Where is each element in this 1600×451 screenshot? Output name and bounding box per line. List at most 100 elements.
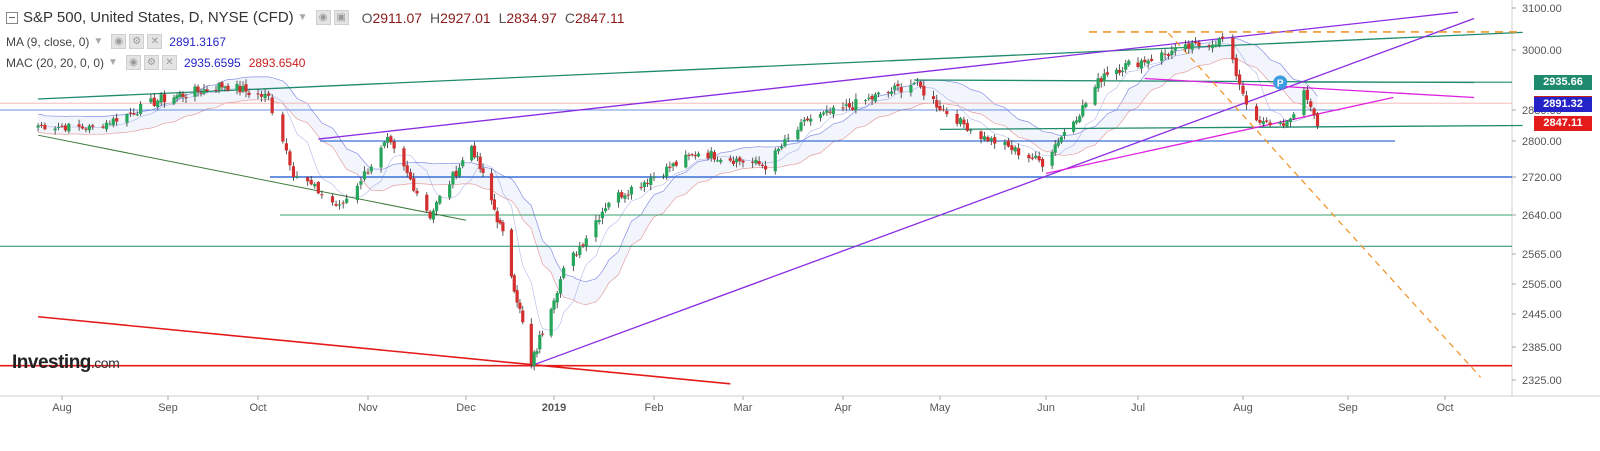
candle-body [873,94,877,102]
time-tick-label: Feb [645,402,664,414]
candle-body [645,182,650,184]
close-icon[interactable]: ✕ [161,55,177,70]
close-value: 2847.11 [574,9,625,26]
candle-body [217,83,221,90]
candle-body [965,123,969,131]
candle-body [498,220,502,224]
price-tick-label: 2325.00 [1522,375,1562,387]
eye-icon[interactable]: ◉ [315,10,331,25]
candle-body [549,309,553,336]
candle-body [822,112,826,115]
eye-icon[interactable]: ◉ [111,34,127,49]
trendline-red [37,315,731,385]
candle-body [1312,108,1316,115]
candle-body [783,139,787,147]
candle-body [728,158,732,161]
candle-body [955,113,959,124]
candle-body [67,123,71,132]
candle-body [607,202,611,208]
candle-body [193,86,197,97]
candle-body [1305,89,1309,100]
candle-body [39,124,44,126]
eye-icon[interactable]: ◉ [125,55,141,70]
candle-body [1050,152,1054,166]
candle-body [652,176,656,179]
low-value: 2834.97 [506,9,557,26]
candle-body [313,183,317,187]
candle-body [671,163,675,167]
time-tick-label: Sep [158,402,178,414]
candle-body [1268,122,1272,126]
candle-body [805,118,810,121]
candle-body [162,94,167,103]
candle-body [101,126,105,128]
candle-body [818,114,823,118]
candle-body [731,160,736,164]
candle-body [909,85,913,93]
candle-body [53,128,57,131]
collapse-icon[interactable] [6,11,18,24]
candle-body [594,220,598,238]
candle-body [241,86,245,92]
high-value: 2927.01 [440,9,491,26]
candle-body [267,93,271,96]
candle-body [1221,36,1225,39]
candle-body [238,85,242,93]
trendline-green-upper [38,31,1523,100]
candle-body [684,154,688,168]
candle-body [334,203,338,206]
candle-body [696,153,701,157]
chevron-down-icon[interactable]: ▼ [93,36,104,47]
candle-body [359,181,363,185]
gear-icon[interactable]: ⚙ [143,55,159,70]
candle-body [719,159,723,163]
candle-body [1056,142,1060,146]
candle-body [125,114,129,123]
candle-body [223,86,227,89]
candle-body [431,210,435,220]
candle-body [1096,78,1100,89]
mac-indicator-row: MAC (20, 20, 0, 0) ▼ ◉ ⚙ ✕ 2935.6595 289… [6,55,305,70]
candle-body [104,122,109,130]
chevron-down-icon[interactable]: ▼ [108,57,118,68]
close-icon[interactable]: ✕ [147,34,163,49]
candle-body [915,80,919,82]
candle-body [532,352,536,366]
candle-body [438,196,442,204]
candle-body [128,112,132,114]
mac-upper-value: 2935.6595 [183,55,241,70]
candle-body [1282,123,1286,126]
time-tick-label: Jul [1131,402,1145,414]
time-tick-label: Aug [52,402,72,414]
trendline-magenta-upper [1144,77,1475,99]
candle-body [993,137,997,144]
candle-body [454,170,458,177]
candle-body [1285,120,1289,127]
candle-body [386,137,390,143]
candle-body [1006,140,1010,147]
candle-body [931,96,936,100]
candle-body [1288,118,1293,123]
candle-body [982,136,987,140]
candle-body [773,150,777,172]
chevron-down-icon[interactable]: ▼ [297,12,308,23]
trendline-magenta-lower [1045,96,1394,175]
low-key: L [498,9,507,26]
candle-body [529,323,533,364]
trendline-purple-lower [531,17,1475,367]
candle-body [562,267,566,278]
gear-icon[interactable]: ⚙ [129,34,145,49]
format-icon[interactable]: ▣ [333,10,349,25]
candle-body [558,279,563,294]
candle-body [629,186,634,195]
candle-body [451,172,455,185]
candle-body [345,198,349,203]
candle-body [379,147,383,168]
candle-body [1143,59,1147,63]
candle-body [1254,106,1259,121]
candle-body [149,98,153,103]
candle-body [1193,41,1198,44]
high-key: H [429,9,441,26]
candle-body [825,110,829,113]
